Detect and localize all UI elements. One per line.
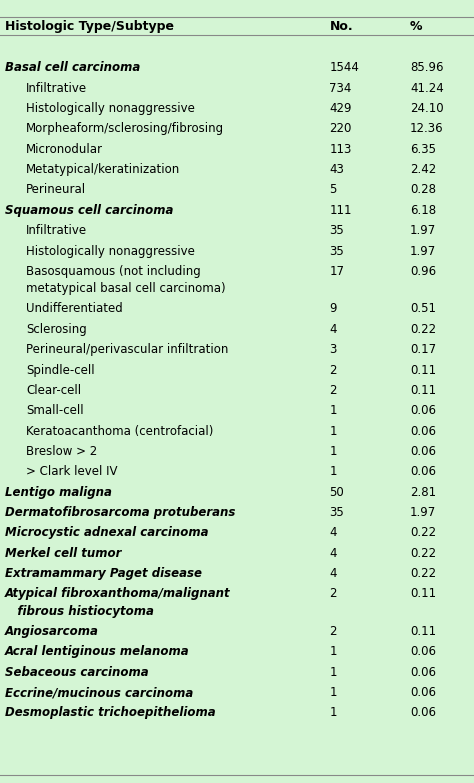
Text: Histologic Type/Subtype: Histologic Type/Subtype — [5, 20, 174, 33]
Text: Lentigo maligna: Lentigo maligna — [5, 485, 111, 499]
Text: 111: 111 — [329, 204, 352, 217]
Text: Perineural: Perineural — [26, 183, 86, 197]
Text: Histologically nonaggressive: Histologically nonaggressive — [26, 102, 195, 115]
Text: 4: 4 — [329, 567, 337, 580]
Text: 0.17: 0.17 — [410, 343, 436, 356]
Text: 43: 43 — [329, 163, 344, 176]
Text: 0.22: 0.22 — [410, 547, 436, 560]
Text: 1: 1 — [329, 706, 337, 720]
Text: 1: 1 — [329, 666, 337, 679]
Text: 17: 17 — [329, 265, 345, 278]
Text: 220: 220 — [329, 122, 352, 135]
Text: 35: 35 — [329, 224, 344, 237]
Text: 6.35: 6.35 — [410, 143, 436, 156]
Text: %: % — [410, 20, 422, 33]
Text: 4: 4 — [329, 547, 337, 560]
Text: 1.97: 1.97 — [410, 506, 436, 519]
Text: Eccrine/mucinous carcinoma: Eccrine/mucinous carcinoma — [5, 686, 193, 699]
Text: Infiltrative: Infiltrative — [26, 81, 87, 95]
Text: Clear-cell: Clear-cell — [26, 384, 81, 397]
Text: 2.42: 2.42 — [410, 163, 436, 176]
Text: Extramammary Paget disease: Extramammary Paget disease — [5, 567, 202, 580]
Text: Squamous cell carcinoma: Squamous cell carcinoma — [5, 204, 173, 217]
Text: 113: 113 — [329, 143, 352, 156]
Text: 429: 429 — [329, 102, 352, 115]
Text: 0.06: 0.06 — [410, 706, 436, 720]
Text: 0.51: 0.51 — [410, 302, 436, 316]
Text: 2: 2 — [329, 363, 337, 377]
Text: Perineural/perivascular infiltration: Perineural/perivascular infiltration — [26, 343, 228, 356]
Text: Basosquamous (not including: Basosquamous (not including — [26, 265, 201, 278]
Text: 1: 1 — [329, 404, 337, 417]
Text: 0.22: 0.22 — [410, 567, 436, 580]
Text: Merkel cell tumor: Merkel cell tumor — [5, 547, 121, 560]
Text: 0.06: 0.06 — [410, 445, 436, 458]
Text: 4: 4 — [329, 323, 337, 336]
Text: 1: 1 — [329, 424, 337, 438]
Text: 0.11: 0.11 — [410, 384, 436, 397]
Text: 0.06: 0.06 — [410, 424, 436, 438]
Text: Small-cell: Small-cell — [26, 404, 84, 417]
Text: 2: 2 — [329, 384, 337, 397]
Text: No.: No. — [329, 20, 353, 33]
Text: Spindle-cell: Spindle-cell — [26, 363, 95, 377]
Text: Micronodular: Micronodular — [26, 143, 103, 156]
Text: 35: 35 — [329, 506, 344, 519]
Text: 4: 4 — [329, 526, 337, 539]
Text: Atypical fibroxanthoma/malignant: Atypical fibroxanthoma/malignant — [5, 587, 230, 601]
Text: Keratoacanthoma (centrofacial): Keratoacanthoma (centrofacial) — [26, 424, 213, 438]
Text: metatypical basal cell carcinoma): metatypical basal cell carcinoma) — [26, 282, 226, 295]
Text: Angiosarcoma: Angiosarcoma — [5, 625, 99, 638]
Text: 1.97: 1.97 — [410, 224, 436, 237]
Text: 1: 1 — [329, 445, 337, 458]
Text: Desmoplastic trichoepithelioma: Desmoplastic trichoepithelioma — [5, 706, 215, 720]
Text: Sebaceous carcinoma: Sebaceous carcinoma — [5, 666, 148, 679]
Text: 1: 1 — [329, 465, 337, 478]
Text: 734: 734 — [329, 81, 352, 95]
Text: 41.24: 41.24 — [410, 81, 444, 95]
Text: 1.97: 1.97 — [410, 244, 436, 258]
Text: 0.11: 0.11 — [410, 625, 436, 638]
Text: 1: 1 — [329, 686, 337, 699]
Text: 2.81: 2.81 — [410, 485, 436, 499]
Text: 0.28: 0.28 — [410, 183, 436, 197]
Text: 9: 9 — [329, 302, 337, 316]
Text: 24.10: 24.10 — [410, 102, 444, 115]
Text: Acral lentiginous melanoma: Acral lentiginous melanoma — [5, 645, 190, 659]
Text: Basal cell carcinoma: Basal cell carcinoma — [5, 61, 140, 74]
Text: 0.06: 0.06 — [410, 465, 436, 478]
Text: 0.22: 0.22 — [410, 526, 436, 539]
Text: Sclerosing: Sclerosing — [26, 323, 87, 336]
Text: Dermatofibrosarcoma protuberans: Dermatofibrosarcoma protuberans — [5, 506, 235, 519]
Text: 0.06: 0.06 — [410, 666, 436, 679]
Text: 3: 3 — [329, 343, 337, 356]
Text: 0.11: 0.11 — [410, 363, 436, 377]
Text: 85.96: 85.96 — [410, 61, 444, 74]
Text: 0.11: 0.11 — [410, 587, 436, 601]
Text: Breslow > 2: Breslow > 2 — [26, 445, 97, 458]
Text: Morpheaform/sclerosing/fibrosing: Morpheaform/sclerosing/fibrosing — [26, 122, 224, 135]
Text: fibrous histiocytoma: fibrous histiocytoma — [5, 604, 154, 618]
Text: 1544: 1544 — [329, 61, 359, 74]
Text: Microcystic adnexal carcinoma: Microcystic adnexal carcinoma — [5, 526, 208, 539]
Text: 1: 1 — [329, 645, 337, 659]
Text: 0.96: 0.96 — [410, 265, 436, 278]
Text: > Clark level IV: > Clark level IV — [26, 465, 118, 478]
Text: 6.18: 6.18 — [410, 204, 436, 217]
Text: 50: 50 — [329, 485, 344, 499]
Text: 5: 5 — [329, 183, 337, 197]
Text: 0.06: 0.06 — [410, 645, 436, 659]
Text: Metatypical/keratinization: Metatypical/keratinization — [26, 163, 180, 176]
Text: 12.36: 12.36 — [410, 122, 444, 135]
Text: 2: 2 — [329, 587, 337, 601]
Text: Infiltrative: Infiltrative — [26, 224, 87, 237]
Text: 35: 35 — [329, 244, 344, 258]
Text: 0.22: 0.22 — [410, 323, 436, 336]
Text: Histologically nonaggressive: Histologically nonaggressive — [26, 244, 195, 258]
Text: 2: 2 — [329, 625, 337, 638]
Text: 0.06: 0.06 — [410, 686, 436, 699]
Text: 0.06: 0.06 — [410, 404, 436, 417]
Text: Undifferentiated: Undifferentiated — [26, 302, 123, 316]
